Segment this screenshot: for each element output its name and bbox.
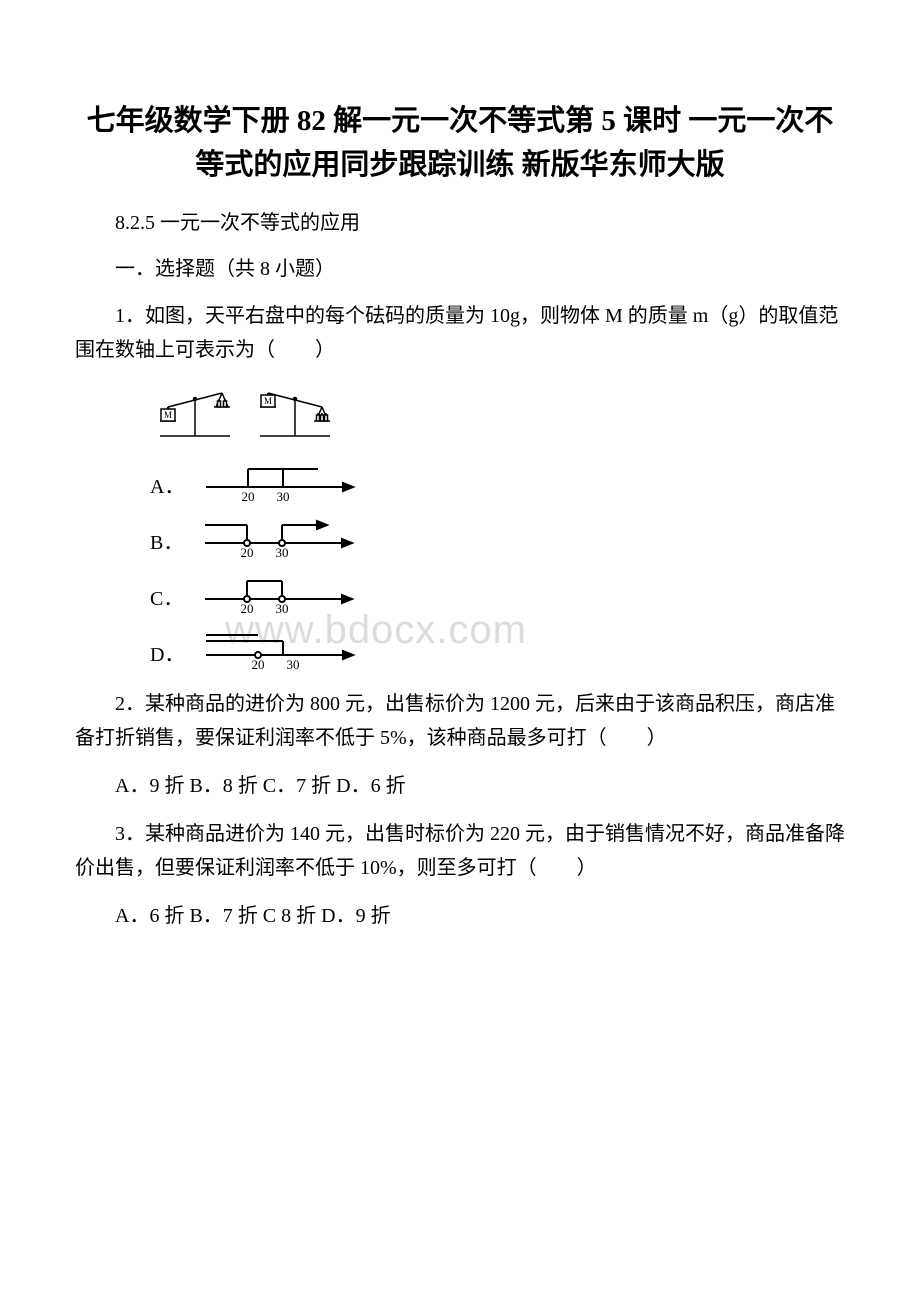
question-1-options: A． 20 30 B． xyxy=(150,457,845,673)
question-1-text: 1．如图，天平右盘中的每个砝码的质量为 10g，则物体 M 的质量 m（g）的取… xyxy=(75,299,845,367)
svg-text:20: 20 xyxy=(241,601,254,616)
question-3-options: A．6 折 B．7 折 C 8 折 D．9 折 xyxy=(75,899,845,933)
balance-scale-figure: M xyxy=(150,381,845,443)
question-2-options: A．9 折 B．8 折 C．7 折 D．6 折 xyxy=(75,769,845,803)
svg-text:30: 30 xyxy=(277,489,290,504)
option-a-label: A． xyxy=(150,470,184,505)
svg-text:30: 30 xyxy=(276,545,289,560)
option-d: D． 20 30 xyxy=(150,625,845,673)
numberline-d-icon: 20 30 xyxy=(198,625,358,673)
option-c-label: C． xyxy=(150,582,183,617)
document-title: 七年级数学下册 82 解一元一次不等式第 5 课时 一元一次不等式的应用同步跟踪… xyxy=(75,100,845,187)
svg-text:30: 30 xyxy=(276,601,289,616)
option-a: A． 20 30 xyxy=(150,457,845,505)
numberline-b-icon: 20 30 xyxy=(197,513,357,561)
question-2-text: 2．某种商品的进价为 800 元，出售标价为 1200 元，后来由于该商品积压，… xyxy=(75,687,845,755)
option-b: B． 20 30 xyxy=(150,513,845,561)
subheading: 8.2.5 一元一次不等式的应用 xyxy=(75,207,845,239)
svg-text:M: M xyxy=(264,396,272,406)
section-1-heading: 一．选择题（共 8 小题） xyxy=(75,253,845,285)
svg-text:30: 30 xyxy=(287,657,300,672)
question-3-text: 3．某种商品进价为 140 元，出售时标价为 220 元，由于销售情况不好，商品… xyxy=(75,817,845,885)
option-c: C． 20 30 xyxy=(150,569,845,617)
svg-text:M: M xyxy=(164,410,172,420)
numberline-a-icon: 20 30 xyxy=(198,457,358,505)
svg-text:20: 20 xyxy=(241,545,254,560)
svg-text:20: 20 xyxy=(242,489,255,504)
option-d-label: D． xyxy=(150,638,184,673)
option-b-label: B． xyxy=(150,526,183,561)
svg-text:20: 20 xyxy=(252,657,265,672)
numberline-c-icon: 20 30 xyxy=(197,569,357,617)
